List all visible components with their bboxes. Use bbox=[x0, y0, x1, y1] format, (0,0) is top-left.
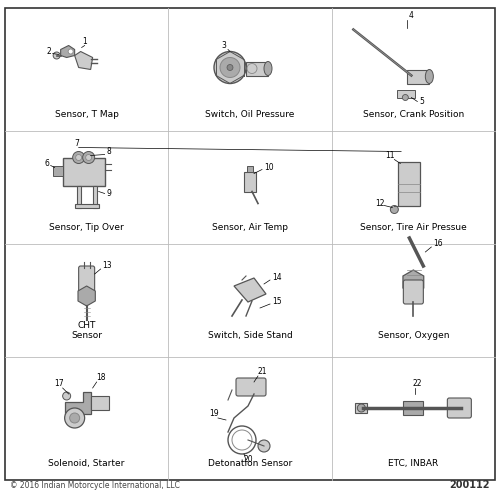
Bar bbox=[244, 172, 256, 192]
Polygon shape bbox=[74, 52, 92, 70]
Text: Sensor, Crank Position: Sensor, Crank Position bbox=[362, 110, 464, 119]
Text: 17: 17 bbox=[54, 379, 64, 388]
Text: 10: 10 bbox=[264, 162, 274, 172]
Bar bbox=[90, 396, 108, 410]
Circle shape bbox=[402, 94, 408, 100]
Bar bbox=[408, 70, 430, 84]
Text: Switch, Oil Pressure: Switch, Oil Pressure bbox=[206, 110, 294, 119]
Circle shape bbox=[68, 49, 73, 54]
Text: 3: 3 bbox=[222, 40, 226, 50]
Text: 200112: 200112 bbox=[450, 480, 490, 490]
Text: CHT
Sensor: CHT Sensor bbox=[71, 320, 102, 340]
Polygon shape bbox=[78, 286, 96, 306]
Circle shape bbox=[220, 58, 240, 78]
Bar bbox=[356, 403, 368, 413]
Text: Detonation Sensor: Detonation Sensor bbox=[208, 459, 292, 468]
Ellipse shape bbox=[264, 62, 272, 76]
Bar bbox=[92, 186, 96, 208]
Text: 20: 20 bbox=[243, 455, 253, 464]
Text: 19: 19 bbox=[209, 409, 219, 418]
Circle shape bbox=[258, 440, 270, 452]
FancyBboxPatch shape bbox=[404, 280, 423, 304]
Text: Switch, Side Stand: Switch, Side Stand bbox=[208, 331, 292, 340]
Circle shape bbox=[86, 154, 91, 160]
Text: 9: 9 bbox=[106, 188, 111, 198]
Bar bbox=[62, 158, 104, 186]
Bar bbox=[404, 401, 423, 415]
Text: 16: 16 bbox=[434, 239, 443, 248]
Polygon shape bbox=[234, 278, 266, 302]
Circle shape bbox=[214, 52, 246, 84]
Text: 21: 21 bbox=[257, 367, 267, 376]
Bar bbox=[398, 90, 415, 98]
Polygon shape bbox=[403, 270, 423, 294]
Circle shape bbox=[64, 408, 84, 428]
Text: 7: 7 bbox=[74, 138, 79, 147]
Circle shape bbox=[70, 413, 80, 423]
Polygon shape bbox=[64, 392, 90, 414]
Text: 1: 1 bbox=[82, 36, 87, 46]
Text: ETC, INBAR: ETC, INBAR bbox=[388, 459, 438, 468]
Circle shape bbox=[76, 154, 82, 160]
Text: 22: 22 bbox=[412, 379, 422, 388]
Circle shape bbox=[72, 152, 85, 164]
Bar bbox=[74, 204, 98, 208]
Circle shape bbox=[53, 52, 60, 59]
Text: Solenoid, Starter: Solenoid, Starter bbox=[48, 459, 125, 468]
Bar bbox=[52, 166, 62, 175]
Polygon shape bbox=[60, 46, 74, 58]
Circle shape bbox=[82, 152, 94, 164]
Circle shape bbox=[62, 392, 70, 400]
FancyBboxPatch shape bbox=[448, 398, 471, 418]
Text: 6: 6 bbox=[44, 158, 49, 168]
Text: 4: 4 bbox=[409, 10, 414, 20]
Circle shape bbox=[358, 404, 366, 412]
Circle shape bbox=[227, 64, 233, 70]
Text: Sensor, Tire Air Pressue: Sensor, Tire Air Pressue bbox=[360, 223, 467, 232]
Text: 8: 8 bbox=[106, 146, 111, 156]
Text: Sensor, Tip Over: Sensor, Tip Over bbox=[50, 223, 124, 232]
Bar bbox=[398, 162, 420, 206]
Text: 18: 18 bbox=[96, 373, 106, 382]
Text: 14: 14 bbox=[272, 273, 281, 282]
Ellipse shape bbox=[426, 70, 434, 84]
Text: 12: 12 bbox=[376, 198, 385, 207]
Text: 11: 11 bbox=[386, 150, 395, 160]
Bar bbox=[246, 62, 268, 76]
Circle shape bbox=[390, 206, 398, 214]
Text: Sensor, Oxygen: Sensor, Oxygen bbox=[378, 331, 449, 340]
Bar bbox=[247, 166, 253, 172]
Bar bbox=[76, 186, 80, 208]
Text: © 2016 Indian Motorcycle International, LLC: © 2016 Indian Motorcycle International, … bbox=[10, 481, 180, 490]
Text: 5: 5 bbox=[419, 96, 424, 106]
FancyBboxPatch shape bbox=[78, 266, 94, 292]
Text: Sensor, Air Temp: Sensor, Air Temp bbox=[212, 223, 288, 232]
Text: Sensor, T Map: Sensor, T Map bbox=[54, 110, 118, 119]
Text: 13: 13 bbox=[102, 261, 113, 270]
FancyBboxPatch shape bbox=[236, 378, 266, 396]
Text: 15: 15 bbox=[272, 297, 281, 306]
Text: 2: 2 bbox=[46, 46, 51, 56]
